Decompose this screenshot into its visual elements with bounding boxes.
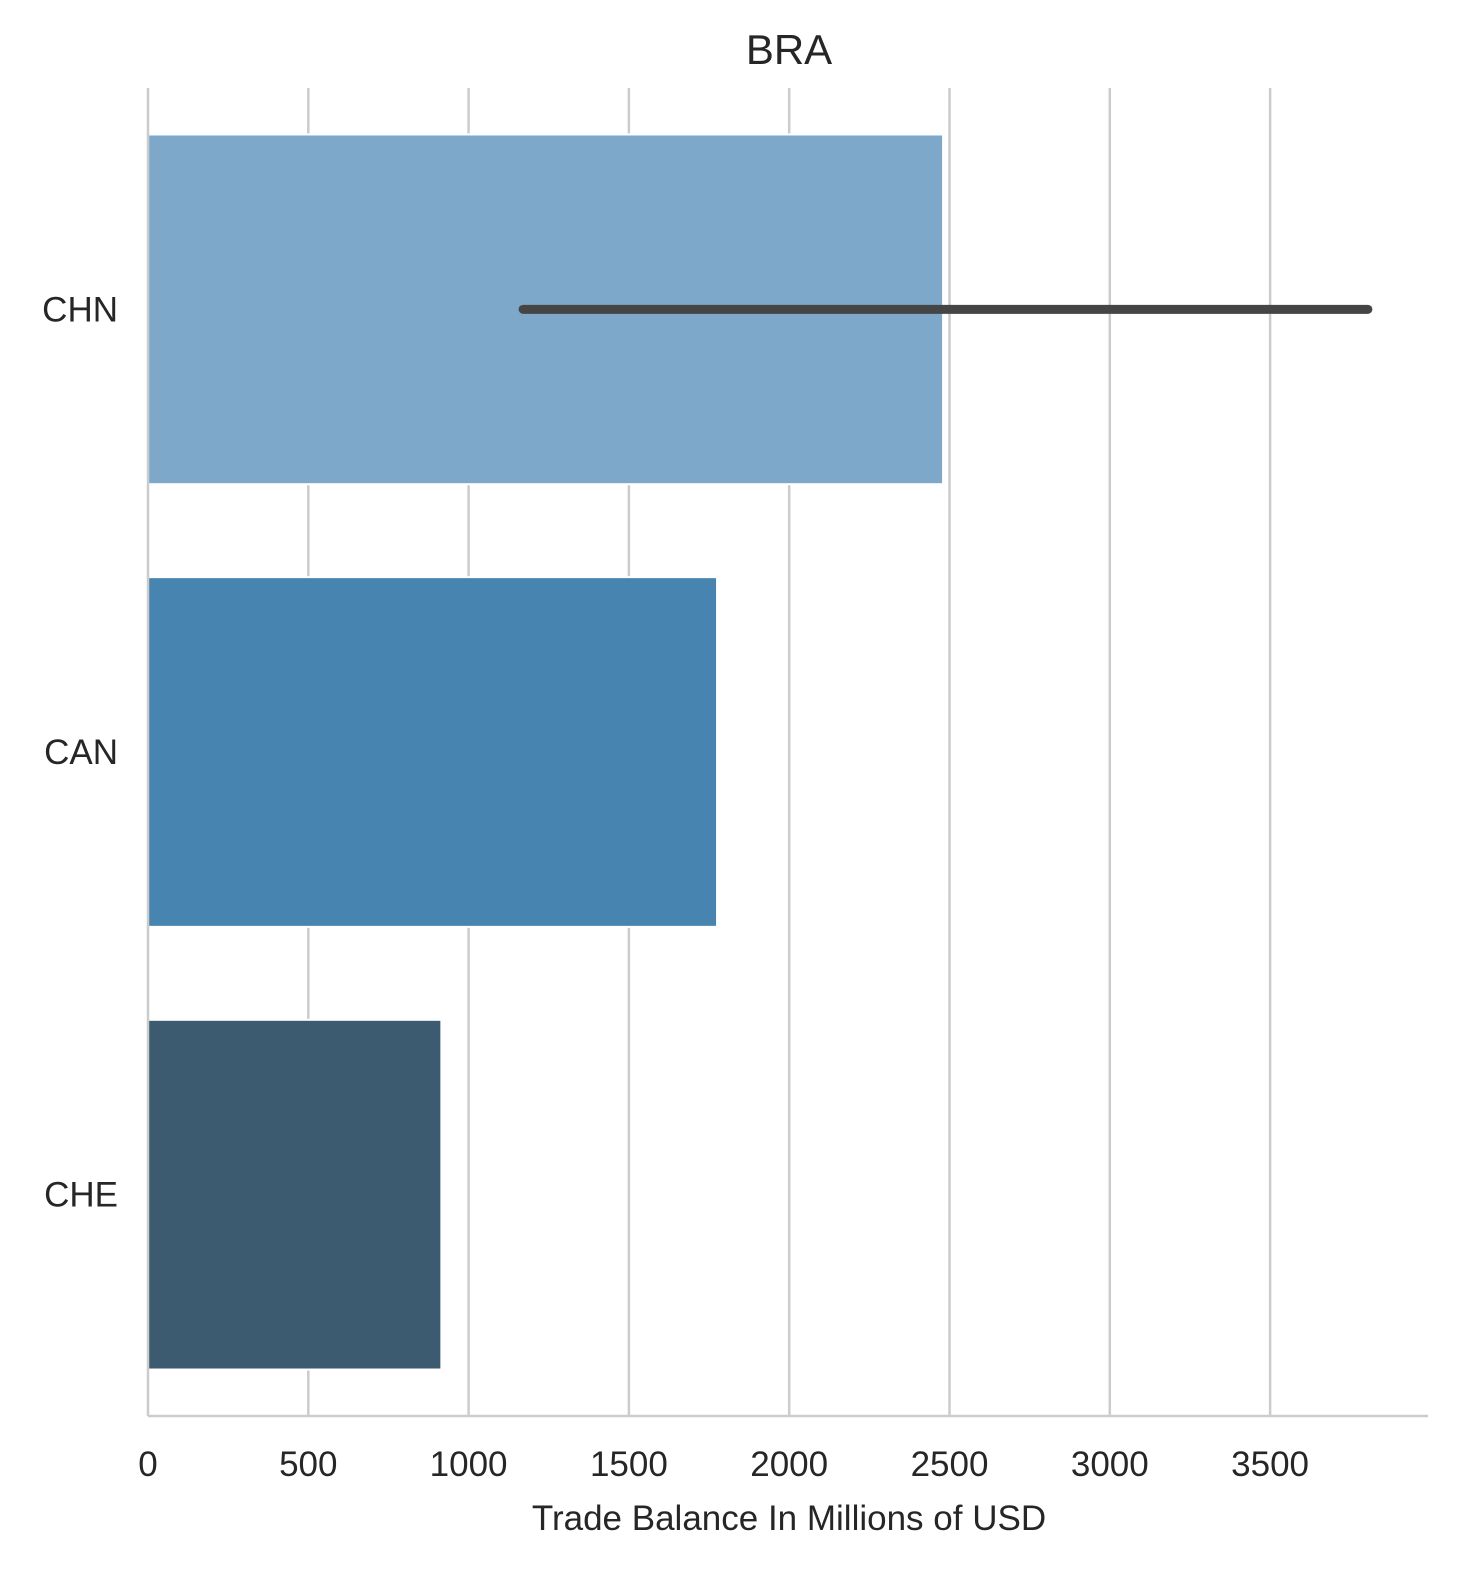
chart-title: BRA	[746, 26, 832, 73]
x-tick-label-3000: 3000	[1071, 1445, 1149, 1484]
x-tick-label-2500: 2500	[911, 1445, 989, 1484]
y-tick-labels: CHN CAN CHE	[42, 290, 118, 1214]
y-tick-label-chn: CHN	[42, 290, 118, 329]
x-axis-label: Trade Balance In Millions of USD	[532, 1499, 1046, 1538]
bar-can	[147, 576, 719, 928]
x-tick-label-2000: 2000	[750, 1445, 828, 1484]
y-tick-label-che: CHE	[44, 1176, 118, 1215]
y-tick-label-can: CAN	[44, 733, 118, 772]
x-tick-labels: 0 500 1000 1500 2000 2500 3000 3500	[138, 1445, 1309, 1484]
x-tick-label-0: 0	[138, 1445, 157, 1484]
bar-che	[147, 1018, 443, 1371]
bars	[147, 133, 945, 1371]
x-tick-label-500: 500	[279, 1445, 337, 1484]
x-tick-label-3500: 3500	[1231, 1445, 1309, 1484]
x-tick-label-1500: 1500	[590, 1445, 668, 1484]
x-tick-label-1000: 1000	[430, 1445, 508, 1484]
